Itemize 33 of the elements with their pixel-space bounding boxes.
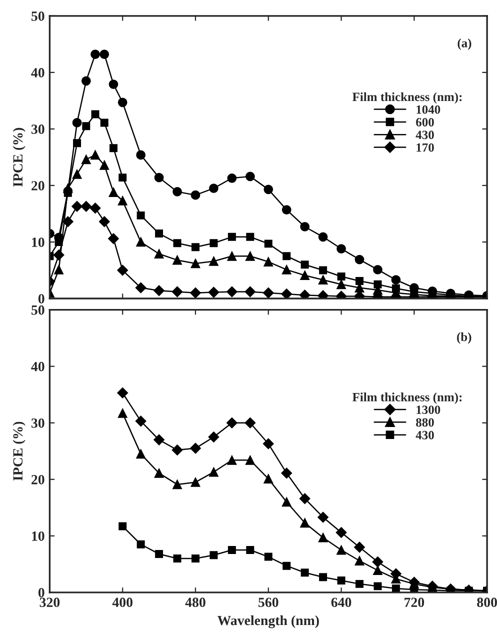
y-tick-label: 30: [31, 418, 44, 428]
y-tick-label: 0: [38, 294, 44, 304]
annotation: (b): [457, 332, 472, 344]
x-tick-label: 720: [404, 598, 424, 608]
x-tick-label: 560: [258, 598, 278, 608]
y-axis-title: IPCE (%): [12, 128, 26, 187]
y-tick-label: 20: [32, 474, 44, 484]
y-axis-title: IPCE (%): [12, 422, 26, 481]
x-tick-label: 480: [185, 598, 206, 608]
legend-label: 170: [416, 143, 434, 152]
legend-label: 430: [416, 430, 434, 440]
x-tick-label: 400: [112, 598, 132, 608]
legend-title: Film thickness (nm):: [352, 92, 462, 104]
x-axis-title: Wavelength (nm): [217, 615, 319, 628]
legend-label: 880: [416, 418, 434, 427]
x-tick-label: 800: [477, 598, 497, 608]
y-tick-label: 30: [31, 124, 44, 134]
legend-label: 1040: [416, 105, 440, 114]
x-tick-label: 640: [331, 598, 352, 608]
legend-label: 1300: [416, 406, 440, 414]
y-tick-label: 50: [32, 12, 44, 21]
legend-title: Film thickness (nm):: [352, 392, 462, 404]
y-tick-label: 10: [32, 531, 44, 541]
y-tick-label: 20: [32, 181, 44, 190]
legend-label: 600: [416, 118, 434, 126]
y-tick-label: 10: [32, 238, 44, 247]
legend-label: 430: [416, 130, 434, 140]
annotation: (a): [458, 38, 472, 50]
y-tick-label: 50: [32, 305, 44, 315]
x-tick-label: 320: [40, 598, 60, 608]
y-tick-label: 40: [31, 362, 44, 372]
y-tick-label: 0: [38, 588, 44, 598]
y-tick-label: 40: [31, 68, 44, 78]
